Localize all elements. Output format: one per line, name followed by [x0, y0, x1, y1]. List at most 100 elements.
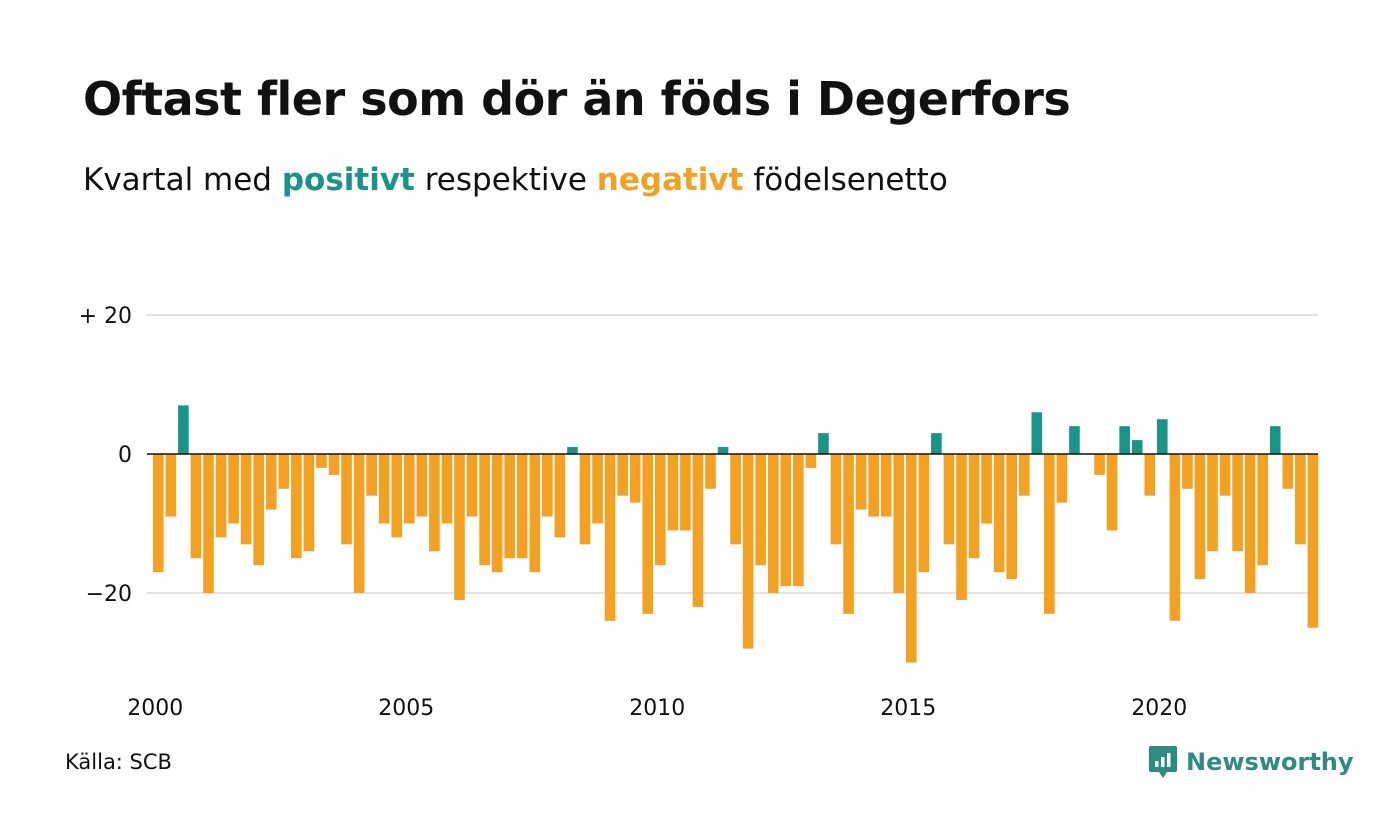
bar [504, 454, 515, 559]
source-note: Källa: SCB [65, 750, 172, 774]
bar [579, 454, 591, 545]
bar [1244, 454, 1256, 593]
bar [1006, 454, 1017, 580]
bar [416, 454, 428, 517]
bar [1232, 454, 1243, 552]
bar [1207, 454, 1218, 552]
x-tick-label: 2005 [378, 696, 434, 721]
newsworthy-logo-icon [1149, 746, 1177, 778]
bar [780, 454, 792, 587]
bar [1269, 426, 1281, 454]
subtitle-negative: negativt [596, 162, 744, 198]
bar [567, 447, 578, 454]
bar [265, 454, 277, 510]
subtitle-prefix: Kvartal med [83, 162, 282, 198]
bar [981, 454, 992, 524]
bar [818, 433, 829, 454]
bar [1131, 440, 1143, 454]
bar [956, 454, 967, 600]
bar [228, 454, 239, 524]
bar [203, 454, 214, 593]
bar [880, 454, 892, 517]
bar [366, 454, 377, 496]
bar [1169, 454, 1181, 621]
bar [617, 454, 628, 496]
bar [378, 454, 390, 524]
bar [692, 454, 704, 607]
bar [1069, 426, 1080, 454]
bar [830, 454, 842, 545]
bar [278, 454, 290, 489]
bar [918, 454, 930, 573]
brand-logo: Newsworthy [1148, 744, 1354, 780]
bar [516, 454, 528, 559]
bar [742, 454, 754, 649]
brand-name: Newsworthy [1186, 748, 1354, 776]
y-tick-label: 0 [118, 443, 132, 468]
bar [1144, 454, 1156, 496]
bar [353, 454, 365, 593]
bar [629, 454, 641, 503]
bar [441, 454, 453, 524]
bar [1094, 454, 1105, 475]
bar [303, 454, 315, 552]
bar [968, 454, 980, 559]
y-tick-label: + 20 [79, 304, 132, 329]
bar [843, 454, 854, 614]
bar [466, 454, 478, 517]
bar [906, 454, 917, 663]
bar [341, 454, 352, 545]
bar [667, 454, 679, 531]
bar [178, 405, 189, 454]
bar [592, 454, 603, 524]
bar [868, 454, 879, 517]
subtitle-positive: positivt [281, 162, 415, 198]
bar [705, 454, 716, 489]
subtitle-middle: respektive [414, 162, 597, 198]
bar [680, 454, 691, 531]
bar [491, 454, 503, 573]
bar [793, 454, 804, 587]
bar [1295, 454, 1306, 545]
bar [604, 454, 616, 621]
bar [1257, 454, 1268, 566]
bar [454, 454, 465, 600]
bar [554, 454, 566, 538]
bar [893, 454, 905, 593]
bar [1307, 454, 1319, 628]
bar [642, 454, 654, 614]
chart-title: Oftast fler som dör än föds i Degerfors [83, 72, 1071, 126]
bar [1194, 454, 1206, 580]
x-tick-label: 2010 [629, 696, 685, 721]
bar [391, 454, 403, 538]
bar [943, 454, 955, 545]
bar [1157, 419, 1168, 454]
bar [730, 454, 741, 545]
bar [165, 454, 177, 517]
bar [805, 454, 817, 468]
bar [479, 454, 490, 566]
bar [755, 454, 766, 566]
bar [855, 454, 867, 510]
y-tick-label: −20 [86, 582, 132, 607]
bar [316, 454, 327, 468]
bar [717, 447, 729, 454]
bar [1106, 454, 1118, 531]
bar [291, 454, 302, 559]
bar [1182, 454, 1193, 489]
x-tick-label: 2020 [1131, 696, 1187, 721]
chart-subtitle: Kvartal med positivt respektive negativt… [83, 162, 948, 198]
bar [542, 454, 553, 517]
bar [153, 454, 164, 573]
bar [767, 454, 779, 593]
bar [215, 454, 227, 538]
bar [429, 454, 440, 552]
bar [190, 454, 202, 559]
bar [253, 454, 264, 566]
bar [404, 454, 415, 524]
x-tick-label: 2000 [127, 696, 183, 721]
bar [655, 454, 666, 566]
x-tick-label: 2015 [880, 696, 936, 721]
bar [1282, 454, 1294, 489]
